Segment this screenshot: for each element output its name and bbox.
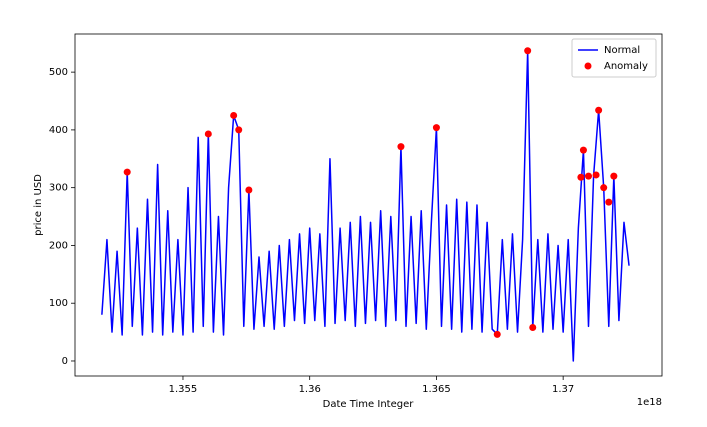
anomaly-point — [123, 168, 131, 176]
anomaly-point — [235, 126, 243, 134]
anomaly-point — [397, 143, 405, 151]
anomaly-point — [432, 124, 440, 132]
plot-frame — [74, 33, 663, 377]
legend-label: Anomaly — [604, 61, 648, 72]
anomaly-point — [595, 106, 603, 114]
y-tick-label: 500 — [49, 67, 68, 78]
anomaly-point — [204, 130, 212, 138]
anomaly-point — [524, 47, 532, 55]
legend-swatch — [584, 62, 592, 70]
anomaly-point — [592, 171, 600, 179]
x-tick-label: 1.36 — [299, 384, 321, 395]
line-series — [101, 50, 630, 362]
y-tick-label: 300 — [49, 183, 68, 194]
anomaly-point — [600, 184, 608, 192]
anomaly-point — [529, 323, 537, 331]
legend-label: Normal — [604, 45, 640, 56]
y-tick-label: 0 — [62, 356, 68, 367]
x-offset-label: 1e18 — [637, 397, 662, 408]
y-tick-label: 200 — [49, 240, 68, 251]
x-tick-label: 1.365 — [422, 384, 451, 395]
anomaly-point — [584, 172, 592, 180]
anomaly-point — [230, 111, 238, 119]
anomaly-point — [493, 330, 501, 338]
anomaly-point — [610, 172, 618, 180]
y-tick-label: 100 — [49, 298, 68, 309]
x-tick-label: 1.355 — [169, 384, 198, 395]
x-axis-label: Date Time Integer — [323, 399, 415, 410]
anomaly-point — [605, 198, 613, 206]
anomaly-point — [577, 173, 585, 181]
anomaly-point — [245, 186, 253, 194]
x-tick-label: 1.37 — [552, 384, 574, 395]
y-tick-label: 400 — [49, 125, 68, 136]
anomaly-point — [579, 146, 587, 154]
y-axis-label: price in USD — [33, 174, 44, 236]
legend-box — [571, 38, 657, 78]
